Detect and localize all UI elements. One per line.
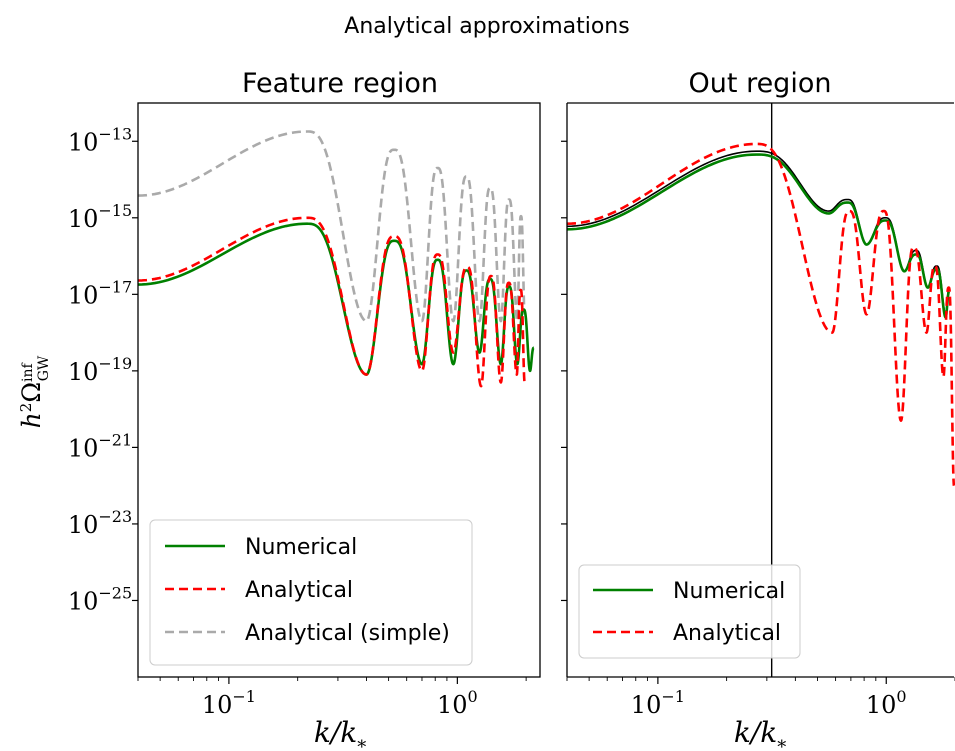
figure-title: Analytical approximations [344,14,629,39]
x-ticks-feature: 10−1 100 [137,677,527,719]
y-tick-label: 10−21 [68,430,132,462]
panel-out-region: Out region 10−1 100 k/k* Numerical Analyt… [561,68,955,751]
series-line-analytical [138,216,526,388]
y-tick-label: 10−13 [68,124,132,156]
legend-box [149,519,473,666]
svg-text:h2ΩinfGW: h2ΩinfGW [17,355,52,428]
panel-feature-region: Feature region 10−13 10−15 10−17 10−19 10−21… [17,68,541,751]
series-line-numerical [567,153,951,319]
axes-frame-feature [137,102,541,678]
y-tick-label: 10−23 [68,507,132,539]
series-line-reference [567,150,951,316]
series-line-analytical [567,142,955,487]
y-tick-label: 10−17 [68,277,132,309]
legend-feature: Numerical Analytical Analytical (simple) [149,519,473,666]
panel-title-out: Out region [689,68,832,99]
x-tick-label: 10−1 [631,687,685,719]
legend-label-analytical: Analytical [245,578,353,603]
legend-label-numerical: Numerical [245,535,357,560]
legend-label-numerical-out: Numerical [673,579,785,604]
x-ticks-out: 10−1 100 [566,677,955,719]
legend-box-out [578,564,801,659]
y-tick-label: 10−25 [68,583,132,615]
legend-out: Numerical Analytical [578,564,801,659]
x-tick-label: 100 [437,687,478,719]
y-tick-label: 10−19 [68,354,132,386]
legend-label-analytical-out: Analytical [673,621,781,646]
x-axis-label-feature: k/k* [314,716,366,751]
panel-title-feature: Feature region [242,68,438,99]
x-tick-label: 10−1 [202,687,256,719]
y-tick-label: 10−15 [68,201,132,233]
series-line-analytical-simple [138,130,526,323]
legend-label-simple: Analytical (simple) [245,621,450,646]
x-axis-label-out: k/k* [734,716,786,751]
y-ticks-out [561,140,567,602]
y-axis-label: h2ΩinfGW [17,355,52,428]
plot-area-feature [138,130,536,388]
x-tick-label: 100 [866,687,907,719]
y-ticks: 10−13 10−15 10−17 10−19 10−21 10−23 10−25 [68,124,138,615]
